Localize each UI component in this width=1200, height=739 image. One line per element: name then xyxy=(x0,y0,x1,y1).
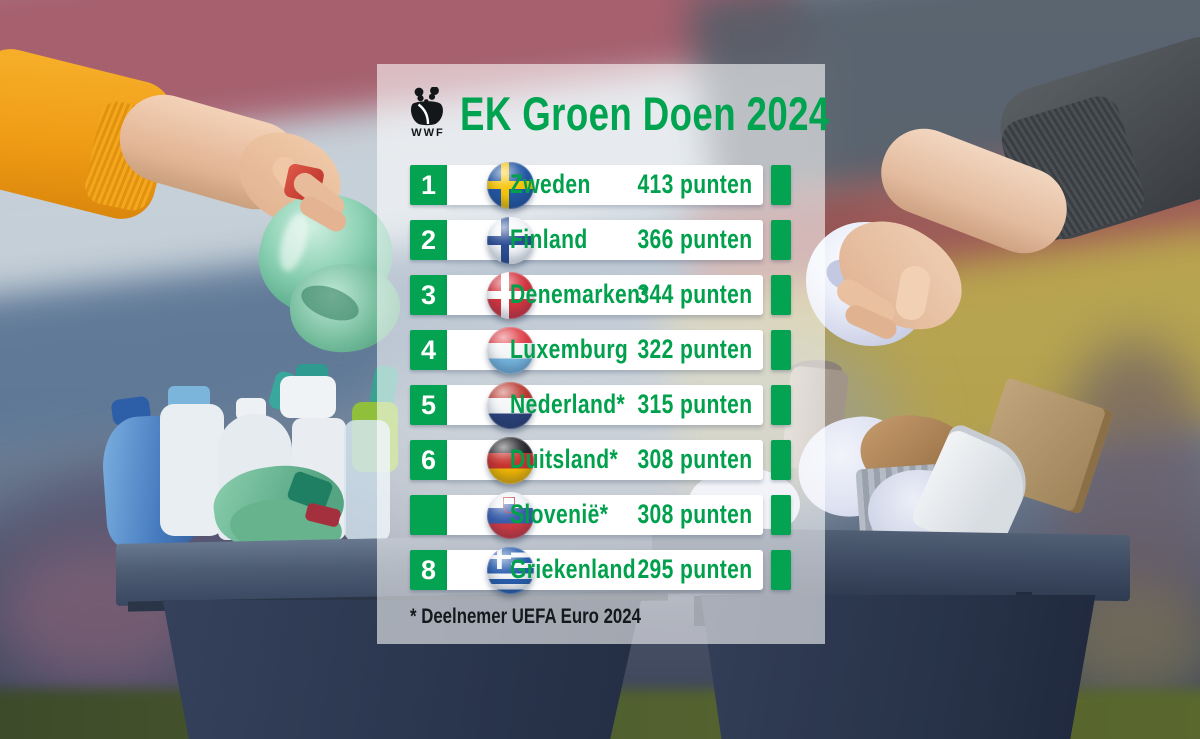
row-bar: Duitsland* 308 punten xyxy=(447,436,763,484)
denmark-flag-icon xyxy=(487,271,534,319)
rank-badge: 8 xyxy=(410,550,447,590)
points-value: 366 punten xyxy=(637,223,753,254)
flag-gloss xyxy=(487,271,534,319)
spray-bottle-head xyxy=(280,376,336,418)
flag-gloss xyxy=(487,381,534,429)
row-end-cap xyxy=(771,330,791,370)
ranking-row: 6 Duitsland* 308 punten xyxy=(410,436,791,484)
luxembourg-flag-icon xyxy=(487,326,534,374)
country-label: Griekenland xyxy=(510,553,637,584)
panda-icon xyxy=(411,87,443,126)
rank-badge: 5 xyxy=(410,385,447,425)
rank-badge: 3 xyxy=(410,275,447,315)
rank-badge: 4 xyxy=(410,330,447,370)
finland-flag-icon xyxy=(487,216,534,264)
row-end-cap xyxy=(771,220,791,260)
row-end-cap xyxy=(771,440,791,480)
row-end-cap xyxy=(771,495,791,535)
points-value: 322 punten xyxy=(637,333,753,364)
row-end-cap xyxy=(771,550,791,590)
germany-flag-icon xyxy=(487,436,534,484)
white-milk-bottle xyxy=(160,404,224,536)
country-label: Zweden xyxy=(510,168,591,199)
row-end-cap xyxy=(771,385,791,425)
country-label: Luxemburg xyxy=(510,333,629,364)
ranking-row: 1 Zweden 413 punten xyxy=(410,161,791,209)
flag-gloss xyxy=(487,216,534,264)
country-label: Duitsland* xyxy=(510,443,619,474)
rank-badge: 6 xyxy=(410,440,447,480)
greece-flag-icon xyxy=(487,546,534,594)
wwf-wordmark: WWF xyxy=(411,127,445,139)
row-end-cap xyxy=(771,275,791,315)
points-value: 295 punten xyxy=(637,553,753,584)
flag-gloss xyxy=(487,436,534,484)
ranking-panel: WWF EK Groen Doen 2024 1 Zweden 413 punt… xyxy=(377,64,829,644)
flag-gloss xyxy=(487,491,534,539)
country-label: Finland xyxy=(510,223,588,254)
points-value: 413 punten xyxy=(637,168,753,199)
panel-header: WWF EK Groen Doen 2024 xyxy=(405,84,934,142)
row-bar: Luxemburg 322 punten xyxy=(447,326,763,374)
slovenia-flag-icon xyxy=(487,491,534,539)
row-bar: Zweden 413 punten xyxy=(447,161,763,209)
row-end-cap xyxy=(771,165,791,205)
points-value: 308 punten xyxy=(637,443,753,474)
row-bar: Slovenië* 308 punten xyxy=(447,491,763,539)
rank-badge: 1 xyxy=(410,165,447,205)
ranking-row: 5 Nederland* 315 punten xyxy=(410,381,791,429)
row-bar: Griekenland 295 punten xyxy=(447,546,763,594)
page-title: EK Groen Doen 2024 xyxy=(460,86,830,140)
sweden-flag-icon xyxy=(487,161,534,209)
points-value: 315 punten xyxy=(637,388,753,419)
points-value: 308 punten xyxy=(637,498,753,529)
footnote: * Deelnemer UEFA Euro 2024 xyxy=(410,605,641,628)
flag-gloss xyxy=(487,326,534,374)
country-label: Slovenië* xyxy=(510,498,609,529)
rank-badge xyxy=(410,495,447,535)
row-bar: Denemarken* 344 punten xyxy=(447,271,763,319)
flag-gloss xyxy=(487,546,534,594)
row-bar: Finland 366 punten xyxy=(447,216,763,264)
flag-gloss xyxy=(487,161,534,209)
ranking-row: 8 Griekenland 295 punten xyxy=(410,546,791,594)
country-label: Denemarken* xyxy=(510,278,649,309)
ranking-row: 4 Luxemburg 322 punten xyxy=(410,326,791,374)
ranking-row: Slovenië* 308 punten xyxy=(410,491,791,539)
ranking-list: 1 Zweden 413 punten 2 Finland 366 punten xyxy=(410,161,791,605)
wwf-logo: WWF xyxy=(405,87,451,139)
ranking-row: 2 Finland 366 punten xyxy=(410,216,791,264)
row-bar: Nederland* 315 punten xyxy=(447,381,763,429)
country-label: Nederland* xyxy=(510,388,626,419)
ranking-row: 3 Denemarken* 344 punten xyxy=(410,271,791,319)
rank-badge: 2 xyxy=(410,220,447,260)
points-value: 344 punten xyxy=(637,278,753,309)
netherlands-flag-icon xyxy=(487,381,534,429)
